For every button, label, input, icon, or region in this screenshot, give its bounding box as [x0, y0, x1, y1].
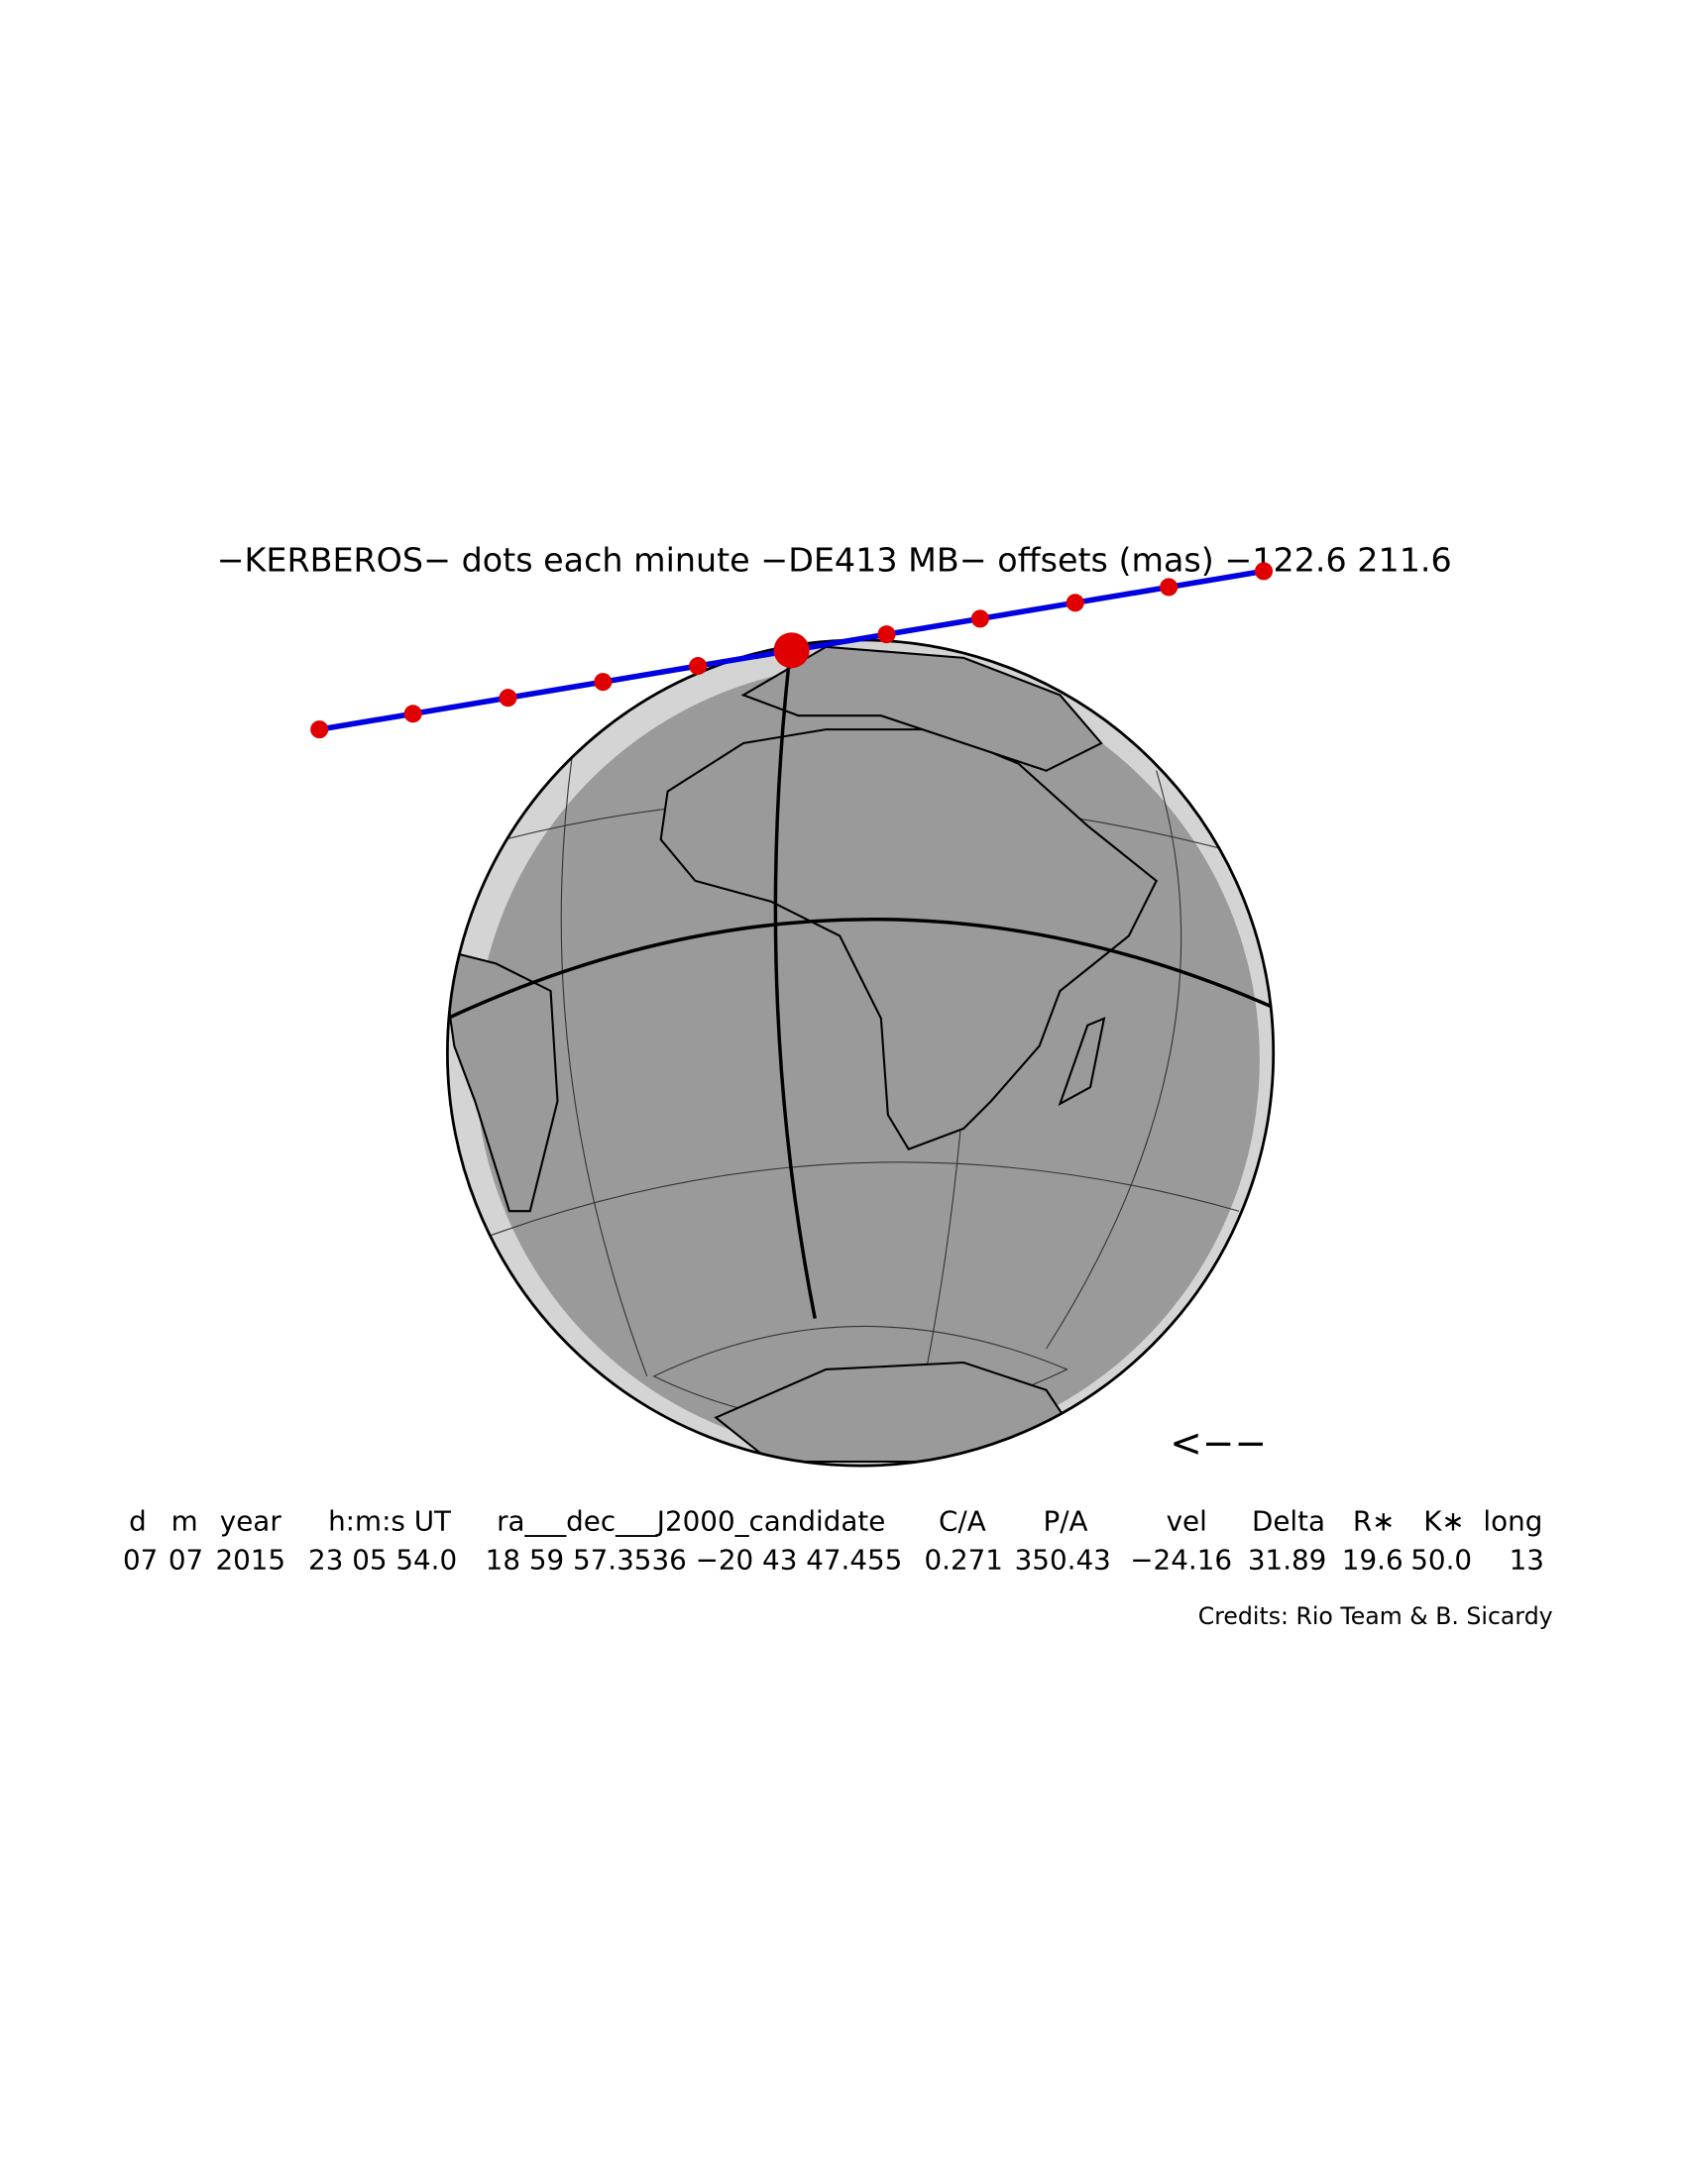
- column-header: K∗: [1423, 1504, 1464, 1537]
- column-header: ra___dec___J2000_candidate: [497, 1504, 885, 1537]
- minute-dot: [877, 625, 896, 644]
- column-header: h:m:s UT: [328, 1504, 452, 1537]
- column-value: 13: [1510, 1543, 1544, 1576]
- occultation-track: [310, 562, 1274, 739]
- column-header: Delta: [1252, 1504, 1325, 1537]
- column-value: 0.271: [924, 1543, 1003, 1576]
- column-value: 31.89: [1248, 1543, 1327, 1576]
- column-value: 50.0: [1410, 1543, 1472, 1576]
- closest-approach-dot: [773, 632, 810, 669]
- column-value: 23 05 54.0: [308, 1543, 457, 1576]
- column-header: d: [129, 1504, 147, 1537]
- column-value: 2015: [215, 1543, 285, 1576]
- minute-dot: [970, 609, 989, 628]
- minute-dot: [403, 705, 422, 723]
- column-header: year: [220, 1504, 282, 1537]
- globe: [446, 638, 1276, 1468]
- column-header: C/A: [939, 1504, 986, 1537]
- column-value: 07: [123, 1543, 158, 1576]
- minute-dot: [1066, 594, 1084, 612]
- credits: Credits: Rio Team & B. Sicardy: [1198, 1602, 1553, 1630]
- minute-dot: [594, 673, 613, 692]
- minute-dot: [1254, 562, 1274, 581]
- minute-dot: [689, 657, 708, 676]
- column-value: 18 59 57.3536 −20 43 47.455: [486, 1543, 903, 1576]
- column-value: 350.43: [1015, 1543, 1111, 1576]
- minute-dot: [310, 720, 329, 739]
- minute-dot: [499, 689, 517, 708]
- table-row: 07 07 2015 23 05 54.0 18 59 57.3536 −20 43 4…: [123, 1543, 1544, 1576]
- column-value: 19.6: [1342, 1543, 1404, 1576]
- column-value: 07: [168, 1543, 203, 1576]
- column-value: −24.16: [1130, 1543, 1232, 1576]
- column-header: vel: [1167, 1504, 1207, 1537]
- direction-arrow: <−−: [1170, 1421, 1267, 1466]
- table-header: d m year h:m:s UT ra___dec___J2000_candidate…: [129, 1504, 1542, 1537]
- minute-dot: [1160, 578, 1179, 597]
- column-header: P/A: [1043, 1504, 1087, 1537]
- column-header: long: [1483, 1504, 1542, 1537]
- column-header: m: [171, 1504, 198, 1537]
- column-header: R∗: [1353, 1504, 1396, 1537]
